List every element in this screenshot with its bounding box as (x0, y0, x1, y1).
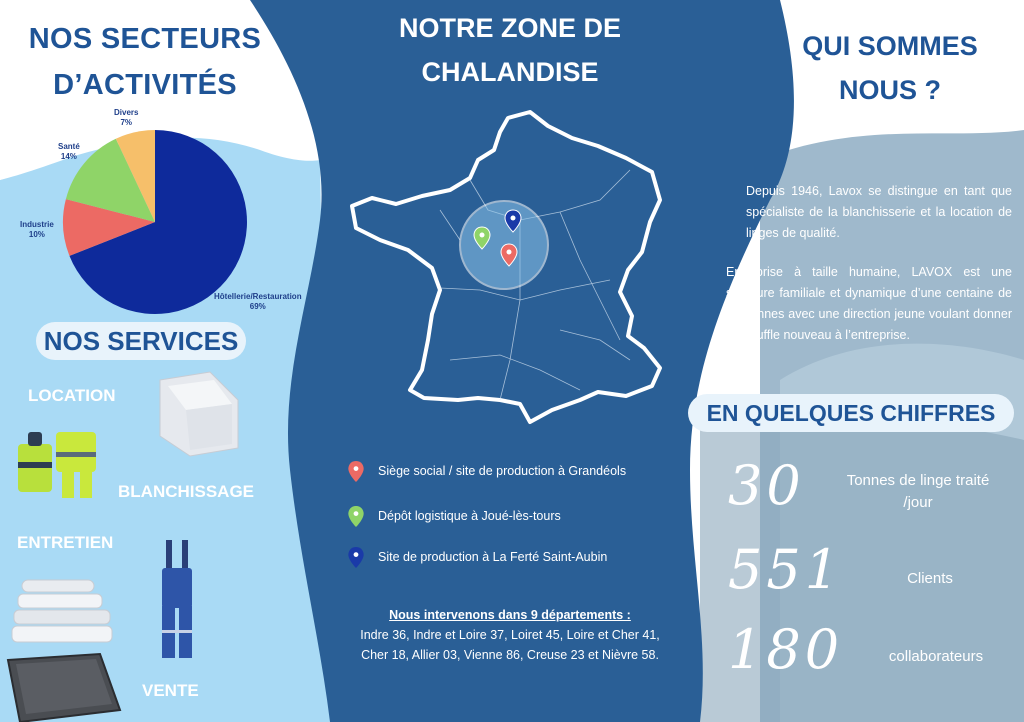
sectors-title-line1: NOS SECTEURS (28, 23, 262, 55)
departments-block: Nous intervenons dans 9 départements : I… (355, 605, 665, 665)
zone-title: NOTRE ZONE DE CHALANDISE (380, 6, 640, 94)
map-pin-green-icon (473, 226, 491, 250)
sector-pie-chart (62, 130, 247, 315)
zone-title-line2: CHALANDISE (421, 57, 599, 87)
map-pin-green-icon (348, 505, 364, 527)
map-pin-blue-icon (348, 546, 364, 568)
legend-text-production: Site de production à La Ferté Saint-Aubi… (378, 550, 608, 564)
map-pin-blue-icon (504, 209, 522, 233)
folded-sheets-illustration (159, 371, 239, 457)
stat-number-clients: 551 (728, 538, 844, 601)
pie-label-industrie: Industrie 10% (20, 220, 54, 239)
about-paragraph-1: Depuis 1946, Lavox se distingue en tant … (746, 184, 1012, 240)
service-location-label: LOCATION (28, 386, 116, 405)
overalls-illustration (162, 540, 192, 658)
sectors-title: NOS SECTEURS D’ACTIVITÉS (20, 16, 270, 108)
legend-item-depot: Dépôt logistique à Joué-lès-tours (348, 505, 561, 527)
stat-label-tonnes: Tonnes de linge traité /jour (846, 472, 990, 511)
about-title-line1: QUI SOMMES (802, 31, 978, 61)
departments-heading: Nous intervenons dans 9 départements : (389, 608, 631, 622)
about-paragraph-2: Entreprise à taille humaine, LAVOX est u… (726, 265, 1012, 342)
pie-slice-sant- (65, 138, 155, 222)
departments-list: Indre 36, Indre et Loire 37, Loiret 45, … (360, 628, 660, 662)
france-map-outline (350, 110, 662, 424)
map-pin-red-icon (500, 243, 518, 267)
legend-text-depot: Dépôt logistique à Joué-lès-tours (378, 509, 561, 523)
stat-number-tonnes: 30 (728, 454, 805, 517)
pie-label-divers: Divers 7% (114, 108, 139, 127)
right-basket-shade (700, 419, 1024, 722)
stat-label-collaborateurs: collaborateurs (888, 648, 984, 665)
workwear-jackets-illustration (18, 432, 96, 498)
left-white-wave (0, 0, 317, 180)
map-pin-red-icon (348, 460, 364, 482)
figures-title: EN QUELQUES CHIFFRES (688, 394, 1014, 432)
middle-dark-band (250, 0, 794, 722)
stat-number-collaborateurs: 180 (728, 618, 844, 681)
about-title-line2: NOUS ? (838, 75, 941, 105)
service-vente-label: VENTE (142, 681, 199, 700)
floor-mat-illustration (6, 652, 122, 722)
pie-label-sante: Santé 14% (58, 142, 80, 161)
pie-slice-h-tellerie-restauration (69, 130, 247, 315)
legend-item-production: Site de production à La Ferté Saint-Aubi… (348, 546, 607, 568)
about-title: QUI SOMMES NOUS ? (770, 24, 1010, 112)
service-blanchissage-label: BLANCHISSAGE (118, 482, 255, 501)
legend-text-siege: Siège social / site de production à Gran… (378, 464, 627, 478)
legend-item-siege: Siège social / site de production à Gran… (348, 460, 626, 482)
pie-slice-industrie (62, 199, 155, 256)
bed-linen-stack-illustration (11, 579, 113, 643)
pie-slice-divers (115, 130, 155, 222)
zone-title-line1: NOTRE ZONE DE (398, 13, 621, 43)
sectors-title-line2: D’ACTIVITÉS (53, 69, 237, 101)
stat-label-clients: Clients (907, 570, 953, 587)
pie-label-hotellerie: Hôtellerie/Restauration 69% (214, 292, 302, 311)
service-entretien-label: ENTRETIEN (17, 533, 114, 552)
services-title: NOS SERVICES (36, 322, 246, 360)
